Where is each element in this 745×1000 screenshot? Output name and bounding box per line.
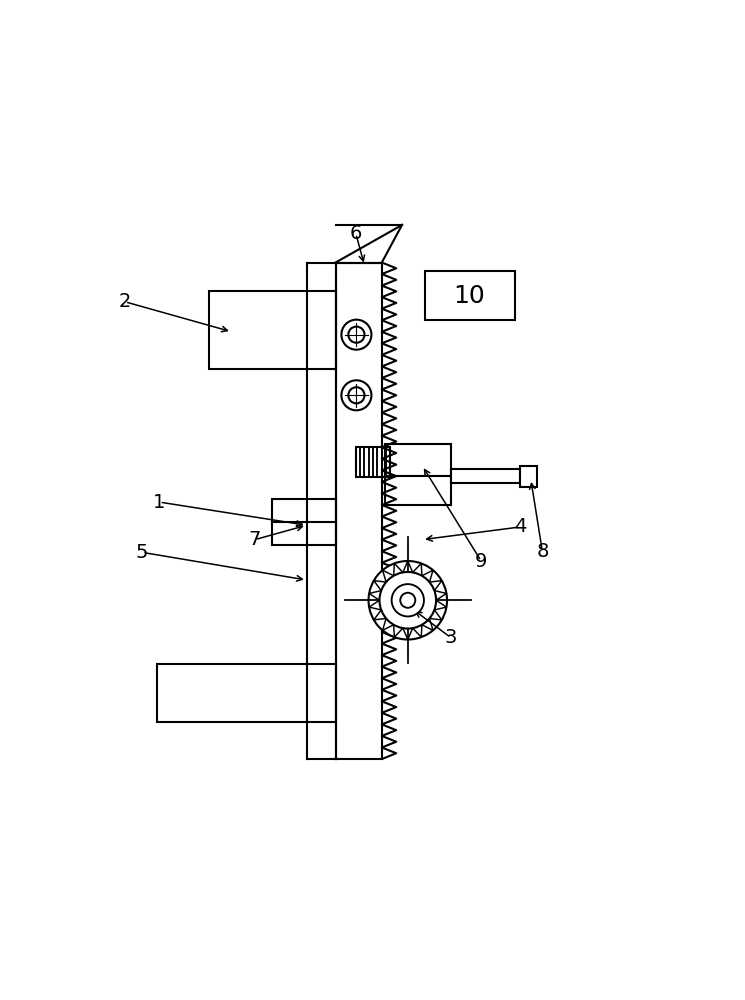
Bar — [272, 499, 336, 545]
Text: 10: 10 — [454, 284, 486, 308]
Bar — [356, 447, 390, 477]
Circle shape — [400, 593, 415, 608]
Circle shape — [349, 387, 364, 403]
Circle shape — [341, 380, 372, 410]
Text: 5: 5 — [136, 543, 148, 562]
Bar — [384, 476, 451, 505]
Bar — [425, 271, 515, 320]
Circle shape — [341, 320, 372, 350]
Circle shape — [369, 561, 447, 640]
Bar — [384, 444, 451, 476]
Bar — [209, 291, 335, 369]
Bar — [451, 469, 520, 483]
Bar — [520, 466, 536, 487]
Text: 8: 8 — [536, 542, 548, 561]
Text: 4: 4 — [514, 517, 527, 536]
Text: 1: 1 — [153, 493, 165, 512]
Text: 2: 2 — [118, 292, 131, 311]
Text: 3: 3 — [445, 628, 457, 647]
Text: 7: 7 — [249, 530, 261, 549]
Text: 6: 6 — [349, 224, 362, 243]
Text: 9: 9 — [475, 552, 487, 571]
Circle shape — [392, 584, 424, 616]
Circle shape — [349, 327, 364, 343]
Bar — [156, 664, 335, 722]
Circle shape — [379, 572, 436, 629]
